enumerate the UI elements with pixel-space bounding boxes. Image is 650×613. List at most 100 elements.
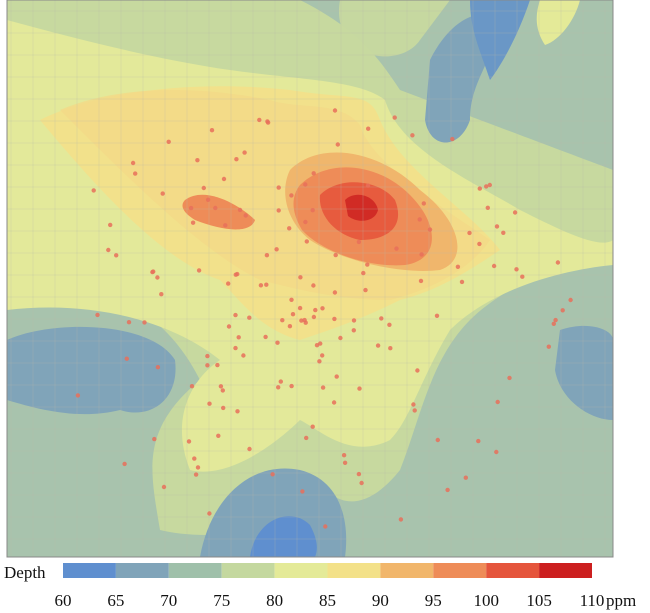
sample-point (445, 487, 450, 493)
sample-point (195, 465, 201, 470)
sample-point (289, 193, 294, 198)
sample-point (122, 461, 127, 467)
sample-point (379, 316, 384, 321)
sample-point (155, 365, 161, 370)
sample-point (155, 275, 160, 280)
sample-point (91, 188, 96, 193)
sample-point (190, 220, 196, 225)
sample-point (356, 239, 362, 245)
sample-point (289, 383, 294, 389)
sample-point (467, 230, 472, 236)
sample-point (477, 186, 482, 191)
sample-point (421, 201, 426, 206)
sample-point (320, 306, 325, 311)
sample-point (363, 287, 368, 293)
sample-point (459, 279, 465, 285)
colorbar-segment (221, 563, 275, 578)
sample-point (568, 297, 573, 303)
colorbar-segment (115, 563, 169, 578)
map (7, 0, 613, 557)
sample-point (463, 475, 468, 480)
sample-point (298, 275, 303, 280)
sample-point (323, 524, 328, 529)
sample-point (247, 315, 252, 320)
sample-point (142, 320, 147, 325)
sample-point (216, 433, 221, 438)
sample-point (387, 322, 392, 327)
sample-point (280, 318, 285, 323)
sample-point (152, 436, 157, 442)
sample-point (258, 283, 264, 288)
sample-point (434, 313, 440, 318)
sample-point (188, 205, 194, 211)
sample-point (304, 435, 309, 441)
sample-point (264, 253, 270, 258)
sample-point (276, 185, 281, 190)
sample-point (494, 224, 500, 229)
sample-point (207, 511, 212, 516)
sample-point (341, 453, 347, 458)
sample-point (108, 222, 113, 228)
sample-point (487, 182, 492, 188)
sample-point (392, 115, 397, 120)
sample-point (366, 126, 371, 131)
sample-point (411, 402, 416, 407)
sample-point (331, 400, 337, 405)
sample-point (195, 158, 200, 163)
sample-point (551, 321, 556, 326)
sample-point (242, 150, 247, 155)
sample-point (263, 334, 268, 340)
sample-point (287, 324, 293, 329)
sample-point (361, 270, 366, 276)
colorbar-tick-label: 60 (55, 591, 72, 610)
sample-point (186, 439, 192, 444)
sample-point (553, 317, 558, 323)
sample-point (335, 142, 340, 147)
colorbar-segment (380, 563, 434, 578)
sample-point (234, 157, 239, 162)
sample-point (435, 437, 440, 443)
sample-point (418, 278, 424, 284)
sample-point (365, 262, 370, 267)
sample-point (233, 345, 238, 351)
sample-point (512, 210, 518, 215)
sample-point (311, 171, 316, 176)
sample-point (455, 264, 461, 269)
sample-point (351, 318, 357, 323)
colorbar-segment (433, 563, 487, 578)
sample-point (205, 363, 210, 368)
sample-point (359, 480, 364, 486)
sample-point (520, 274, 525, 279)
sample-point (276, 385, 281, 390)
sample-point (247, 446, 252, 452)
colorbar-tick-label: 105 (526, 591, 552, 610)
colorbar-segment (168, 563, 222, 578)
sample-point (223, 223, 228, 228)
sample-point (205, 197, 211, 202)
sample-point (213, 205, 218, 211)
sample-point (160, 191, 165, 196)
sample-point (507, 375, 512, 381)
colorbar-segment (63, 563, 116, 578)
sample-point (236, 335, 241, 340)
sample-point (356, 471, 362, 477)
sample-point (201, 185, 206, 191)
colorbar-tick-label: 70 (160, 591, 177, 610)
sample-point (124, 356, 129, 361)
sample-point (357, 386, 362, 391)
legend-title: Depth (4, 563, 46, 582)
sample-point (274, 247, 279, 252)
sample-point (310, 208, 315, 213)
sample-point (276, 208, 281, 213)
sample-point (303, 219, 308, 225)
sample-point (450, 136, 455, 142)
sample-point (166, 139, 171, 144)
colorbar-segment (327, 563, 381, 578)
sample-point (205, 353, 210, 359)
colorbar: 60 65 70 75 80 85 90 95 100 105 110 (55, 563, 604, 610)
sample-point (151, 269, 156, 274)
sample-point (317, 359, 322, 364)
colorbar-tick-label: 80 (266, 591, 283, 610)
sample-point (417, 217, 422, 222)
